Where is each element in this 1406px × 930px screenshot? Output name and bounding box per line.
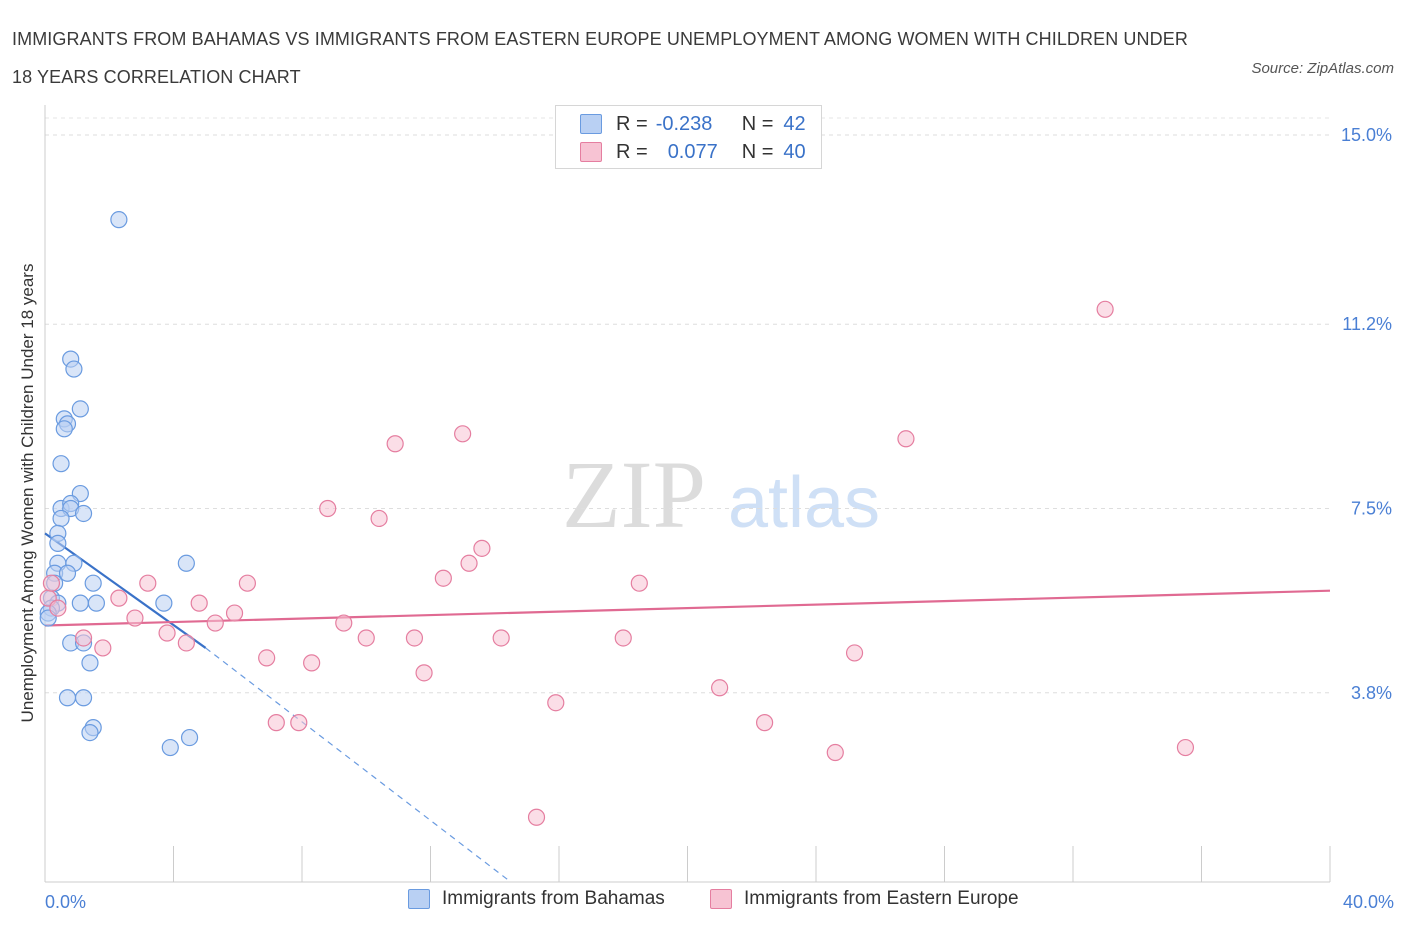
bahamas-point [110,211,128,229]
eastern-europe-point [630,574,648,592]
eastern-europe-point [335,614,353,632]
eastern-europe-point [614,629,632,647]
bahamas-point [87,594,106,612]
y-tick-label: 15.0% [1341,125,1392,145]
eastern-europe-point [42,574,61,592]
watermark-zip: ZIP [562,441,706,548]
x-tick-label: 40.0% [1343,892,1394,912]
bahamas-point [74,689,93,707]
y-tick-label: 11.2% [1342,314,1392,334]
eastern-europe-point [473,539,491,557]
eastern-europe-point [238,574,256,592]
legend-r-label: R = [616,140,648,163]
legend-n-value: 40 [783,140,806,163]
eastern-europe-point [711,679,729,697]
legend-n-label: N = [741,112,774,135]
eastern-europe-point [415,664,433,682]
bahamas-point [81,723,99,742]
eastern-europe-point [290,714,308,732]
eastern-europe-point [492,629,510,647]
bahamas-point [52,455,70,473]
eastern-europe-point [460,554,478,572]
bahamas-point [155,594,173,612]
bahamas-point [74,504,93,523]
legend-r-label: R = [616,112,648,135]
chart-title: IMMIGRANTS FROM BAHAMAS VS IMMIGRANTS FR… [12,29,1188,87]
bahamas-point [58,689,77,707]
eastern-europe-point [158,624,176,642]
series-legend-bahamas[interactable]: Immigrants from Bahamas [408,888,665,910]
series-legend-label: Immigrants from Eastern Europe [744,888,1019,909]
eastern-europe-point [1096,300,1114,318]
eastern-europe-point [139,574,157,592]
eastern-europe-point [897,430,915,448]
bahamas-point [55,420,73,438]
legend-n-label: N = [741,140,774,163]
x-tick-label: 0.0% [45,892,86,912]
eastern-europe-point [755,714,774,732]
y-tick-label: 7.5% [1351,499,1392,519]
bahamas-point [71,594,89,612]
series-legend-eastern-europe[interactable]: Immigrants from Eastern Europe [710,888,1019,910]
eastern-europe-point [845,644,864,662]
eastern-europe-point [94,639,112,657]
legend-swatch-blue [580,114,602,134]
y-tick-label: 3.8% [1351,683,1392,703]
eastern-europe-point [110,589,128,607]
eastern-europe-point [434,569,452,587]
series-swatch-blue [408,889,430,909]
eastern-europe-point [267,714,285,732]
eastern-europe-point [74,629,93,647]
bahamas-point [161,738,179,757]
eastern-europe-point [1176,738,1195,757]
eastern-europe-point [303,654,321,672]
bahamas-point [58,564,77,582]
series-swatch-pink [710,889,732,909]
eastern-europe-point [370,509,388,528]
bahamas-point [49,534,67,552]
eastern-europe-point [190,594,208,612]
bahamas-point [65,360,83,378]
legend-swatch-pink [580,142,602,162]
bahamas-point [71,400,89,418]
legend-row-eastern-europe: R = 0.077 N = 40 [580,140,806,164]
legend-n-value: 42 [783,112,806,135]
eastern-europe-point [826,743,844,762]
eastern-europe-point [126,609,144,627]
bahamas-point [180,728,199,747]
eastern-europe-point [357,629,375,647]
source-label: Source: ZipAtlas.com [1251,60,1394,77]
eastern-europe-point [405,629,424,647]
eastern-europe-point [177,634,195,652]
eastern-europe-trend-line [44,589,1331,627]
correlation-legend: R = -0.238 N = 42 R = 0.077 N = 40 [555,105,822,169]
watermark-atlas: atlas [728,463,880,543]
bahamas-point [52,509,70,528]
eastern-europe-point [454,425,472,443]
series-legend: Immigrants from Bahamas Immigrants from … [0,888,1406,916]
eastern-europe-point [386,435,404,453]
eastern-europe-point [225,604,244,622]
eastern-europe-point [527,808,546,826]
eastern-europe-point [258,649,276,667]
legend-r-value: -0.238 [655,112,713,135]
legend-r-value: 0.077 [667,140,718,163]
bahamas-point [84,574,102,592]
eastern-europe-point [49,599,67,617]
bahamas-point [81,654,99,672]
bahamas-trend-extension [205,647,512,883]
eastern-europe-point [206,614,224,632]
eastern-europe-point [319,499,337,518]
series-legend-label: Immigrants from Bahamas [442,888,665,909]
legend-row-bahamas: R = -0.238 N = 42 [580,112,806,136]
bahamas-trend-line [44,532,207,649]
eastern-europe-point [547,694,565,712]
bahamas-point [177,554,195,572]
